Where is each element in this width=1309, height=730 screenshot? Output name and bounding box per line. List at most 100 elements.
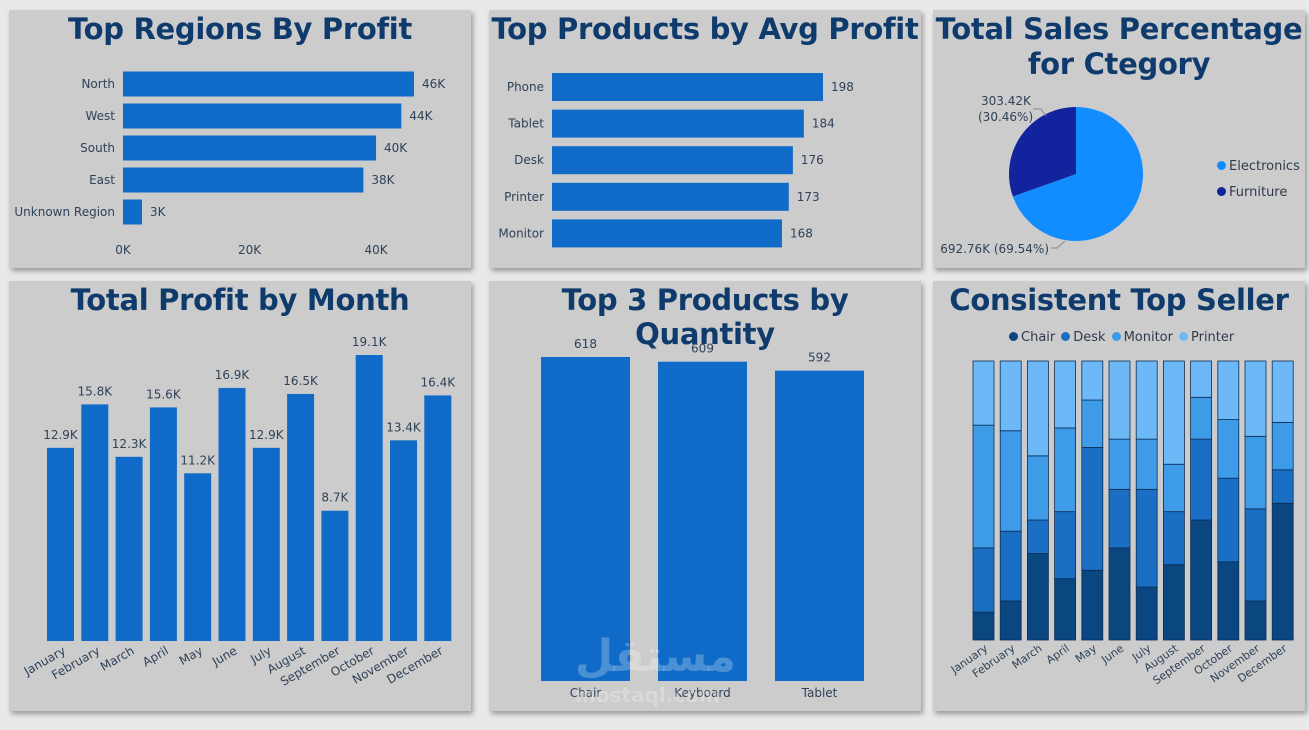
segment-printer-october[interactable] [1217, 360, 1240, 420]
chart-top3-quantity[interactable]: 618 Chair 609 Keyboard 592 Tablet [489, 281, 921, 711]
segment-desk-february[interactable] [999, 530, 1022, 602]
segment-printer-september[interactable] [1190, 360, 1213, 398]
bar-phone[interactable] [552, 73, 823, 101]
bar-november[interactable] [390, 440, 417, 641]
segment-chair-september[interactable] [1190, 519, 1213, 641]
segment-chair-january[interactable] [972, 611, 995, 641]
bar-august[interactable] [287, 393, 315, 641]
bar-south[interactable] [123, 135, 377, 161]
segment-chair-august[interactable] [1162, 564, 1185, 641]
bar-october[interactable] [355, 355, 383, 641]
legend-item-chair[interactable]: Chair [1009, 330, 1055, 345]
segment-printer-june[interactable] [1108, 360, 1131, 440]
segment-chair-october[interactable] [1217, 561, 1240, 641]
segment-chair-july[interactable] [1135, 586, 1158, 641]
segment-chair-may[interactable] [1081, 569, 1104, 641]
segment-monitor-june[interactable] [1108, 438, 1131, 490]
pie-slice-electronics[interactable] [1012, 107, 1143, 241]
bar-tablet[interactable] [552, 109, 804, 138]
segment-printer-may[interactable] [1081, 360, 1104, 401]
bar-july[interactable] [252, 447, 280, 641]
segment-chair-february[interactable] [999, 600, 1022, 641]
segment-printer-december[interactable] [1271, 360, 1294, 423]
legend-item-furniture[interactable]: Furniture [1217, 180, 1300, 206]
segment-desk-july[interactable] [1135, 488, 1158, 588]
panel-top-products-avg[interactable]: Top Products by Avg Profit Phone 198 Table… [489, 10, 921, 268]
segment-desk-march[interactable] [1027, 519, 1049, 554]
chart-title-products-avg: Top Products by Avg Profit [491, 12, 919, 46]
segment-monitor-january[interactable] [972, 424, 995, 549]
bar-chair[interactable] [541, 357, 630, 681]
bar-january[interactable] [47, 447, 74, 641]
bar-september[interactable] [321, 510, 349, 641]
segment-monitor-december[interactable] [1271, 421, 1294, 471]
legend-item-electronics[interactable]: Electronics [1217, 154, 1300, 180]
legend-item-printer[interactable]: Printer [1178, 330, 1234, 345]
segment-monitor-september[interactable] [1190, 396, 1213, 440]
segment-desk-september[interactable] [1190, 438, 1213, 521]
legend-item-monitor[interactable]: Monitor [1111, 330, 1173, 345]
segment-chair-december[interactable] [1271, 502, 1294, 641]
segment-printer-april[interactable] [1054, 360, 1076, 429]
segment-monitor-november[interactable] [1244, 435, 1267, 510]
segment-monitor-may[interactable] [1081, 399, 1104, 448]
segment-monitor-april[interactable] [1054, 427, 1076, 513]
segment-desk-december[interactable] [1271, 469, 1294, 504]
bar-north[interactable] [123, 71, 414, 97]
panel-top3-quantity[interactable]: Top 3 Products by Quantity 618 Chair 609 Ke… [489, 281, 921, 711]
bar-april[interactable] [149, 407, 177, 641]
legend-label-chair: Chair [1021, 330, 1056, 345]
panel-consistent-top-seller[interactable]: Consistent Top Seller Chair Desk Monitor Pr… [933, 281, 1305, 711]
segment-chair-june[interactable] [1108, 547, 1131, 641]
bar-unknown-region[interactable] [123, 199, 142, 225]
watermark-arabic: مستقل [575, 631, 736, 682]
segment-monitor-july[interactable] [1135, 438, 1158, 490]
bar-june[interactable] [218, 387, 246, 641]
segment-printer-november[interactable] [1244, 360, 1267, 437]
segment-printer-august[interactable] [1162, 360, 1185, 465]
legend-dot-printer [1178, 332, 1188, 341]
chart-pie[interactable]: 303.42K (30.46%) 692.76K (69.54%) [933, 10, 1305, 268]
segment-monitor-august[interactable] [1162, 463, 1185, 513]
bar-tablet[interactable] [775, 370, 864, 681]
bar-west[interactable] [123, 103, 402, 129]
data-label-printer: 173 [797, 190, 820, 204]
category-label-keyboard: Keyboard [674, 686, 730, 700]
segment-printer-january[interactable] [972, 360, 995, 426]
pie-slice-furniture[interactable] [1009, 107, 1076, 197]
segment-printer-july[interactable] [1135, 360, 1158, 440]
segment-monitor-march[interactable] [1027, 455, 1049, 521]
panel-sales-percentage[interactable]: Total Sales Percentage for Ctegory 303.4… [933, 10, 1305, 268]
legend-item-desk[interactable]: Desk [1061, 330, 1106, 345]
chart-products-avg[interactable]: Phone 198 Tablet 184 Desk 176 Printer 173 Monito… [489, 10, 921, 268]
panel-top-regions[interactable]: Top Regions By Profit North 46K West 44K Sou… [9, 10, 471, 268]
bar-february[interactable] [81, 404, 109, 641]
panel-profit-by-month[interactable]: Total Profit by Month 12.9K January 15.8K F… [9, 281, 471, 711]
chart-profit-month[interactable]: 12.9KJanuary15.8KFebruary12.3KMarch15.6K… [9, 281, 471, 711]
segment-printer-march[interactable] [1027, 360, 1049, 457]
segment-chair-november[interactable] [1244, 600, 1267, 641]
segment-desk-august[interactable] [1162, 511, 1185, 566]
segment-monitor-october[interactable] [1217, 419, 1240, 479]
segment-desk-january[interactable] [972, 547, 995, 613]
segment-desk-april[interactable] [1054, 511, 1076, 580]
bar-east[interactable] [123, 167, 364, 193]
chart-regions[interactable]: North 46K West 44K South 40K East 38K Unknown Re… [9, 10, 471, 268]
bar-monitor[interactable] [552, 219, 782, 248]
bar-may[interactable] [184, 473, 212, 641]
segment-printer-february[interactable] [999, 360, 1022, 432]
category-label-monitor: Monitor [498, 226, 544, 240]
bar-printer[interactable] [552, 182, 789, 211]
segment-desk-june[interactable] [1108, 488, 1131, 549]
segment-desk-may[interactable] [1081, 447, 1104, 571]
bar-march[interactable] [115, 456, 143, 641]
segment-monitor-february[interactable] [999, 430, 1022, 532]
segment-desk-october[interactable] [1217, 477, 1240, 563]
bar-december[interactable] [424, 395, 452, 641]
segment-chair-march[interactable] [1027, 553, 1049, 641]
bar-desk[interactable] [552, 146, 793, 175]
segment-desk-november[interactable] [1244, 508, 1267, 602]
bar-keyboard[interactable] [658, 361, 747, 681]
segment-chair-april[interactable] [1054, 578, 1076, 641]
